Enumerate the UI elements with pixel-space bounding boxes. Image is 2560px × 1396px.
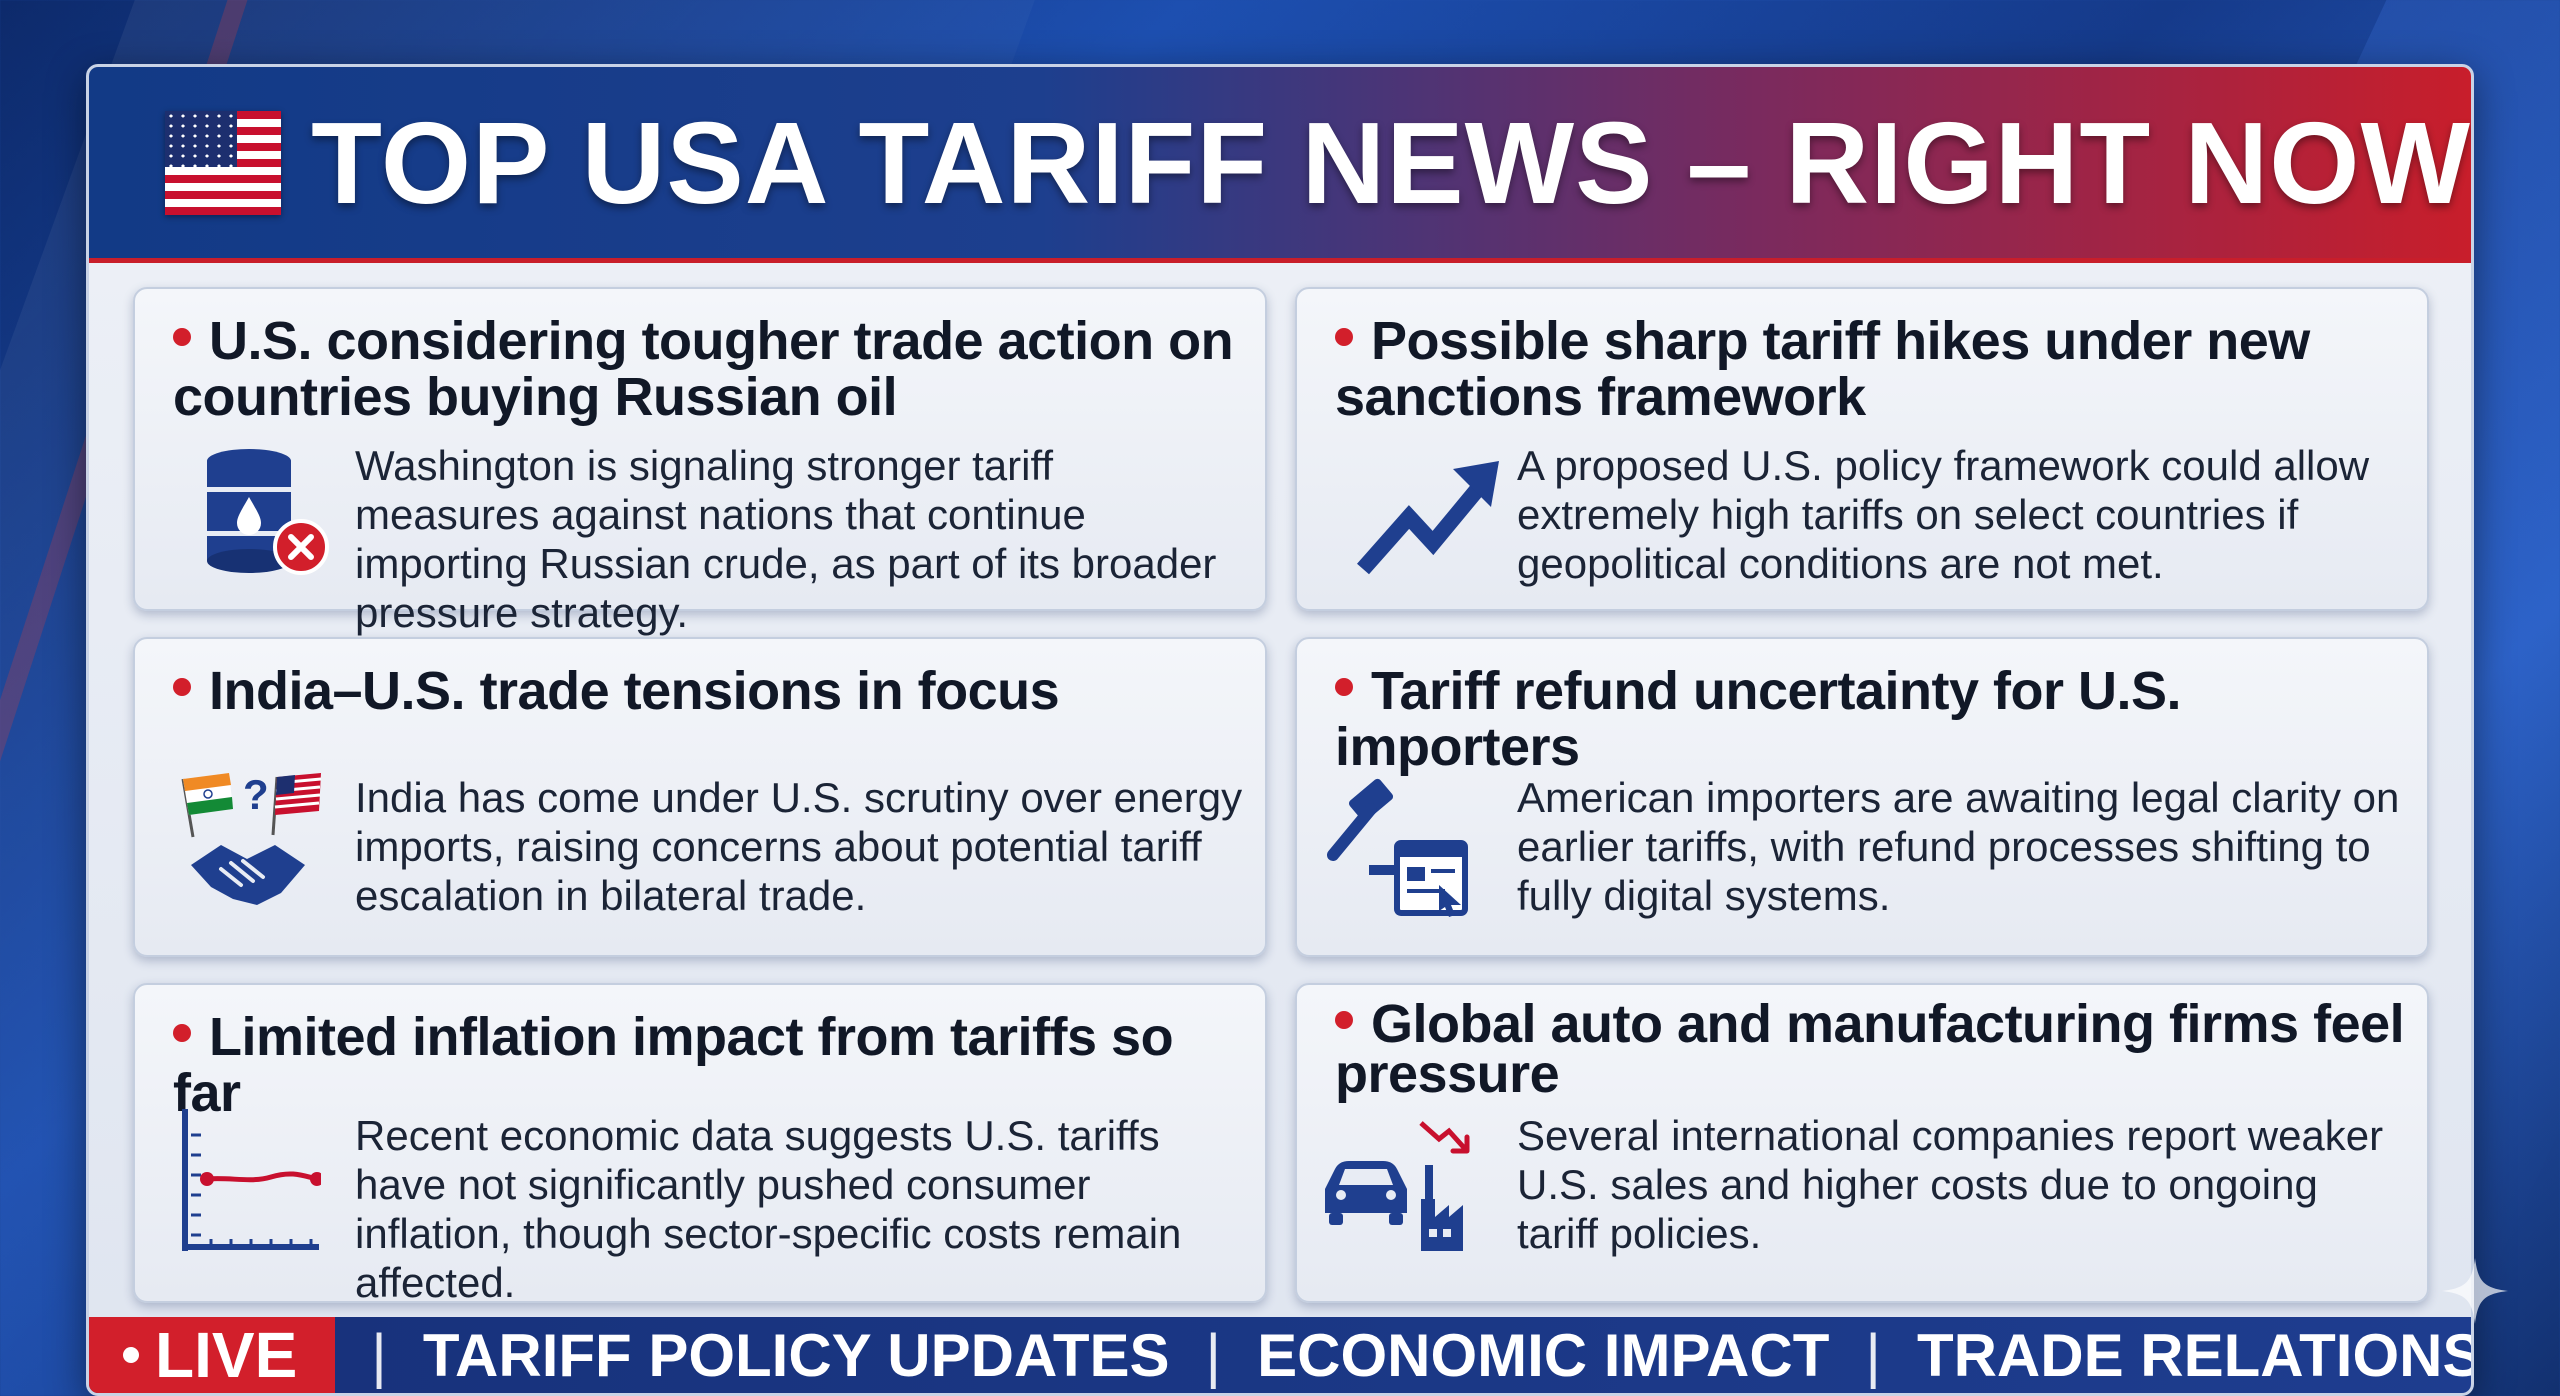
- car-factory-down-icon: [1325, 1121, 1470, 1251]
- news-card-tariff-refund[interactable]: Tariff refund uncertainty for U.S. impor…: [1295, 637, 2429, 957]
- header-banner: TOP USA TARIFF NEWS – RIGHT NOW: [89, 67, 2471, 263]
- bullet-dot: [173, 1023, 191, 1042]
- ticker-item: ECONOMIC IMPACT: [1257, 1321, 1830, 1389]
- news-body: Recent economic data suggests U.S. tarif…: [355, 1112, 1182, 1306]
- oil-barrel-cross-icon: [207, 449, 329, 575]
- flags-handshake-icon: ?: [181, 771, 321, 905]
- news-body: India has come under U.S. scrutiny over …: [355, 774, 1243, 919]
- svg-text:?: ?: [243, 771, 269, 818]
- ticker-separator: |: [371, 1321, 387, 1389]
- news-headline: India–U.S. trade tensions in focus: [173, 663, 1245, 719]
- news-ticker: LIVE | TARIFF POLICY UPDATES | ECONOMIC …: [89, 1317, 2471, 1393]
- bullet-dot: [173, 677, 191, 696]
- news-panel: TOP USA TARIFF NEWS – RIGHT NOW U.S. con…: [86, 64, 2474, 1396]
- live-label: LIVE: [155, 1319, 298, 1391]
- ticker-separator: |: [1205, 1321, 1222, 1389]
- news-card-auto-manufacturing[interactable]: Global auto and manufacturing firms feel…: [1295, 983, 2429, 1303]
- trend-up-arrow-icon: [1357, 461, 1499, 575]
- news-body: American importers are awaiting legal cl…: [1517, 774, 2400, 919]
- gavel-web-form-icon: [1327, 778, 1468, 917]
- news-card-inflation[interactable]: Limited inflation impact from tariffs so…: [133, 983, 1267, 1306]
- news-card-russian-oil[interactable]: U.S. considering tougher trade action on…: [133, 287, 1267, 636]
- ticker-separator: |: [1865, 1321, 1881, 1389]
- news-card-india-us[interactable]: India–U.S. trade tensions in focus ? Ind…: [133, 637, 1267, 957]
- ticker-item: TARIFF POLICY UPDATES: [422, 1321, 1170, 1389]
- news-headline: Limited inflation impact from tariffs so…: [173, 1007, 1174, 1123]
- news-headline: U.S. considering tougher trade action on…: [173, 311, 1234, 427]
- live-badge: LIVE: [89, 1317, 336, 1393]
- bullet-dot: [173, 327, 191, 346]
- news-body: A proposed U.S. policy framework could a…: [1517, 442, 2370, 587]
- bullet-dot: [1335, 677, 1353, 696]
- news-headline: Possible sharp tariff hikes under new sa…: [1335, 311, 2310, 427]
- news-body: Several international companies report w…: [1517, 1112, 2384, 1257]
- news-headline: Tariff refund uncertainty for U.S. impor…: [1335, 661, 2182, 777]
- ticker-item: TRADE RELATIONS: [1916, 1321, 2474, 1389]
- bullet-dot: [1335, 1010, 1353, 1029]
- live-dot-icon: [123, 1347, 139, 1363]
- page-title: TOP USA TARIFF NEWS – RIGHT NOW: [311, 97, 2471, 228]
- news-card-tariff-hikes[interactable]: Possible sharp tariff hikes under new sa…: [1295, 287, 2429, 611]
- news-headline: Global auto and manufacturing firms feel…: [1335, 994, 2405, 1104]
- news-body: Washington is signaling stronger tariff …: [355, 442, 1217, 636]
- sparkle-icon: [2442, 1258, 2508, 1324]
- bullet-dot: [1335, 327, 1353, 346]
- flat-line-chart-icon: [182, 1109, 321, 1251]
- us-flag-icon: [165, 110, 282, 215]
